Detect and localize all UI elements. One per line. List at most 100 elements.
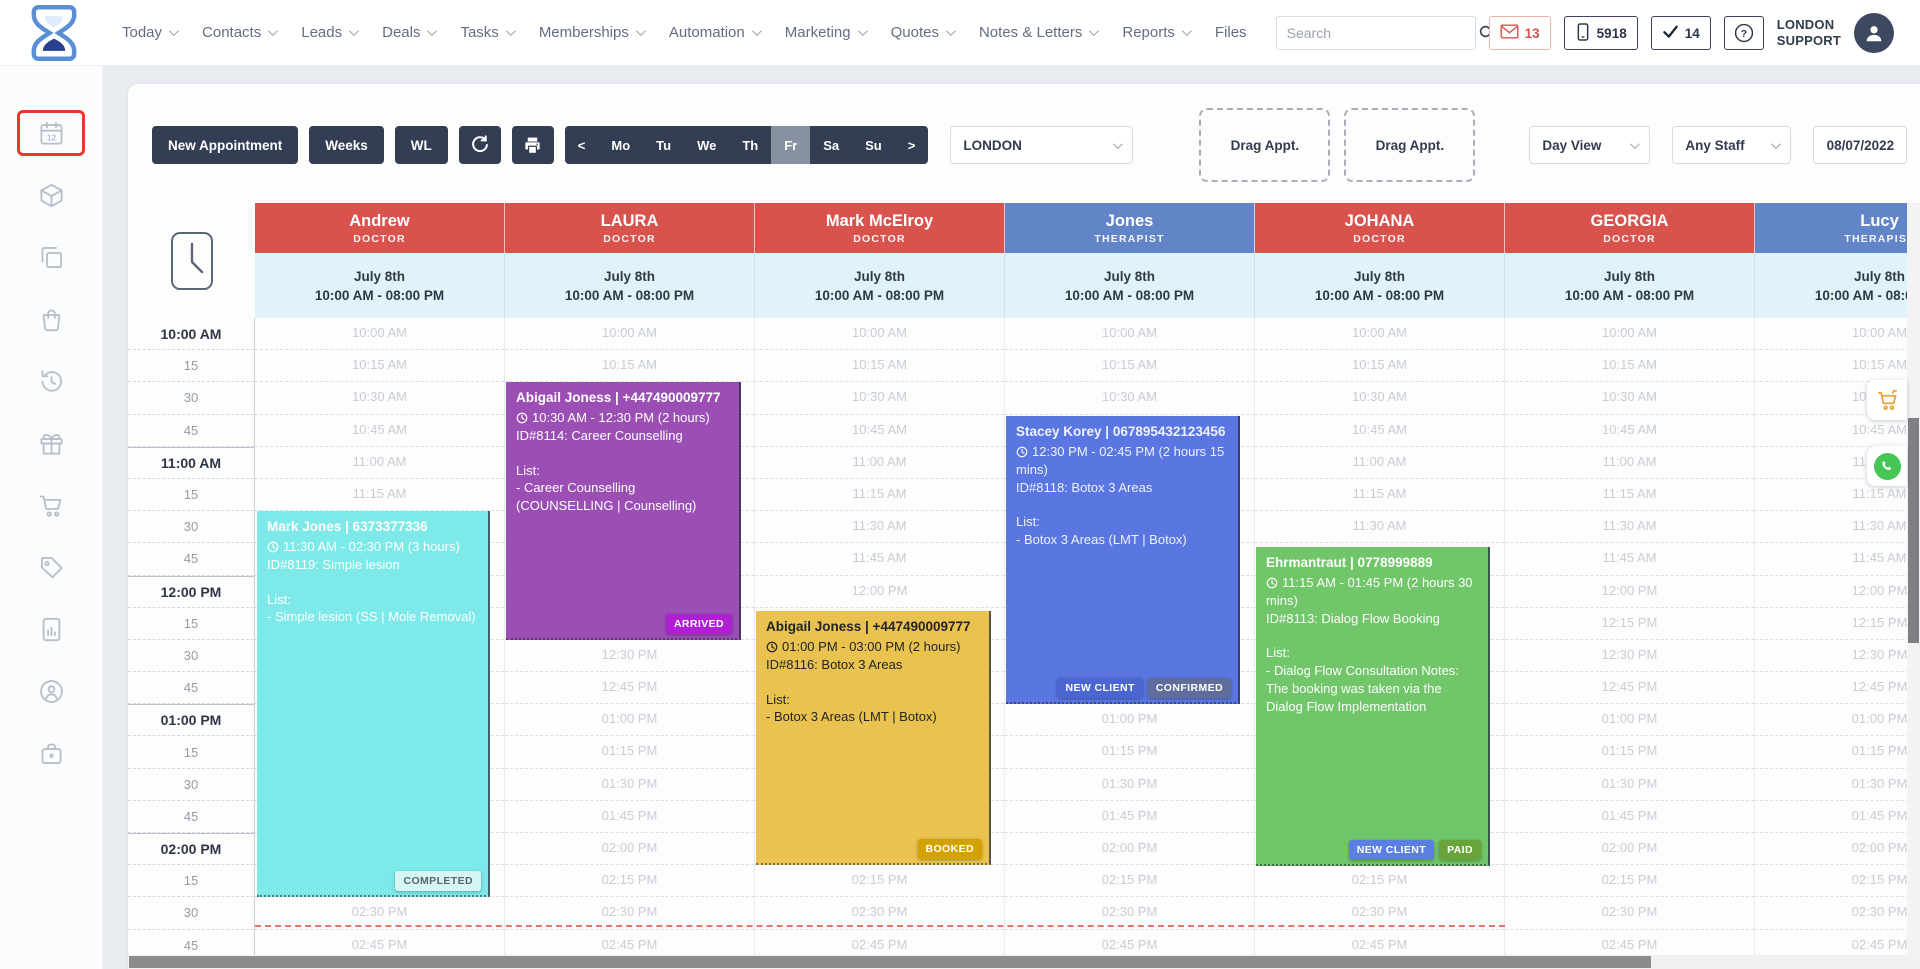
new-appointment-button[interactable]: New Appointment [152, 126, 299, 164]
nav-item-tasks[interactable]: Tasks [460, 24, 516, 41]
day-tab-sa[interactable]: Sa [823, 137, 840, 153]
day-tab-su[interactable]: Su [865, 137, 882, 153]
sidebar-item-briefcase[interactable] [16, 730, 86, 792]
search-input[interactable] [1276, 25, 1478, 41]
time-slot-cell[interactable]: 01:15 PM [1005, 736, 1254, 769]
time-slot-cell[interactable]: 02:15 PM [755, 865, 1004, 898]
time-slot-cell[interactable]: 12:30 PM [1505, 640, 1754, 673]
time-slot-cell[interactable]: 01:45 PM [505, 801, 754, 833]
time-slot-cell[interactable]: 11:45 AM [1755, 543, 1920, 576]
staff-column-header[interactable]: GEORGIA DOCTOR [1505, 203, 1755, 253]
tasks-check-button[interactable]: 14 [1650, 16, 1711, 50]
time-slot-cell[interactable]: 12:30 PM [505, 640, 754, 673]
nav-item-leads[interactable]: Leads [301, 24, 359, 41]
sidebar-item-history[interactable] [16, 358, 86, 420]
sidebar-item-support[interactable] [16, 668, 86, 730]
staff-column-header[interactable]: Andrew DOCTOR [255, 203, 505, 253]
nav-item-quotes[interactable]: Quotes [891, 24, 956, 41]
time-slot-cell[interactable]: 01:30 PM [1005, 769, 1254, 801]
time-slot-cell[interactable]: 02:15 PM [1505, 865, 1754, 898]
view-select[interactable]: Day View [1529, 126, 1651, 164]
day-tab-th[interactable]: Th [742, 137, 759, 153]
time-slot-cell[interactable]: 10:30 AM [1505, 382, 1754, 415]
time-slot-cell[interactable]: 02:30 PM [1755, 897, 1920, 930]
time-slot-cell[interactable]: 11:30 AM [1255, 511, 1504, 544]
time-slot-cell[interactable]: 10:00 AM [755, 318, 1004, 351]
whatsapp-float-button[interactable] [1867, 446, 1907, 486]
time-slot-cell[interactable]: 01:45 PM [1755, 801, 1920, 833]
staff-column-header[interactable]: Mark McElroy DOCTOR [755, 203, 1005, 253]
appointment-block[interactable]: Stacey Korey | 067895432123456 12:30 PM … [1006, 416, 1240, 704]
time-slot-cell[interactable]: 10:30 AM [1255, 382, 1504, 415]
appointment-block[interactable]: Abigail Joness | +447490009777 01:00 PM … [756, 611, 991, 865]
nav-item-deals[interactable]: Deals [382, 24, 438, 41]
phone-button[interactable]: 5918 [1563, 16, 1638, 50]
nav-item-marketing[interactable]: Marketing [785, 24, 868, 41]
time-slot-cell[interactable]: 10:00 AM [1005, 318, 1254, 351]
day-tab-fr[interactable]: Fr [771, 126, 811, 164]
time-slot-cell[interactable]: 10:45 AM [1255, 415, 1504, 447]
nav-item-contacts[interactable]: Contacts [202, 24, 279, 41]
time-slot-cell[interactable]: 12:00 PM [1755, 576, 1920, 608]
sidebar-item-gift[interactable] [16, 420, 86, 482]
time-slot-cell[interactable]: 01:30 PM [1505, 769, 1754, 801]
time-slot-cell[interactable]: 10:45 AM [255, 415, 504, 447]
time-slot-cell[interactable]: 10:30 AM [1005, 382, 1254, 415]
time-slot-cell[interactable]: 02:30 PM [1505, 897, 1754, 930]
sidebar-item-calendar[interactable]: 12 [16, 110, 86, 172]
appointment-block[interactable]: Mark Jones | 6373377336 11:30 AM - 02:30… [257, 511, 490, 897]
drag-appointment-slot-2[interactable]: Drag Appt. [1344, 108, 1476, 182]
time-slot-cell[interactable]: 10:00 AM [255, 318, 504, 351]
time-slot-cell[interactable]: 01:45 PM [1005, 801, 1254, 833]
time-slot-cell[interactable]: 02:00 PM [1505, 833, 1754, 866]
time-slot-cell[interactable]: 11:45 AM [1505, 543, 1754, 576]
time-slot-cell[interactable]: 10:45 AM [755, 415, 1004, 447]
time-slot-cell[interactable]: 10:15 AM [1505, 350, 1754, 383]
time-slot-cell[interactable]: 11:15 AM [1505, 479, 1754, 512]
time-slot-cell[interactable]: 01:00 PM [1755, 704, 1920, 737]
time-slot-cell[interactable]: 10:15 AM [755, 350, 1004, 383]
time-slot-cell[interactable]: 02:00 PM [505, 833, 754, 866]
app-logo-icon[interactable] [28, 4, 80, 61]
vertical-scrollbar-thumb[interactable] [1908, 418, 1919, 643]
time-slot-cell[interactable]: 12:00 PM [755, 576, 1004, 608]
nav-item-reports[interactable]: Reports [1122, 24, 1192, 41]
time-slot-cell[interactable]: 10:15 AM [1755, 350, 1920, 383]
time-slot-cell[interactable]: 10:45 AM [1505, 415, 1754, 447]
time-slot-cell[interactable]: 10:15 AM [1005, 350, 1254, 383]
time-slot-cell[interactable]: 12:45 PM [1505, 672, 1754, 705]
time-slot-cell[interactable]: 11:00 AM [255, 447, 504, 479]
time-slot-cell[interactable]: 11:00 AM [1505, 447, 1754, 479]
waitlist-button[interactable]: WL [394, 126, 448, 164]
time-slot-cell[interactable]: 02:30 PM [755, 897, 1004, 930]
time-slot-cell[interactable]: 02:00 PM [1005, 833, 1254, 866]
nav-item-notes-letters[interactable]: Notes & Letters [979, 24, 1100, 41]
time-slot-cell[interactable]: 10:30 AM [255, 382, 504, 415]
time-slot-cell[interactable]: 11:15 AM [1255, 479, 1504, 512]
time-slot-cell[interactable]: 10:15 AM [505, 350, 754, 383]
day-tab-tu[interactable]: Tu [656, 137, 672, 153]
time-slot-cell[interactable]: 02:00 PM [1755, 833, 1920, 866]
time-slot-cell[interactable]: 12:30 PM [1755, 640, 1920, 673]
time-slot-cell[interactable]: 11:30 AM [1505, 511, 1754, 544]
nav-item-automation[interactable]: Automation [669, 24, 762, 41]
time-slot-cell[interactable]: 12:15 PM [1755, 608, 1920, 640]
cart-float-button[interactable] [1867, 380, 1907, 420]
time-slot-cell[interactable]: 10:30 AM [755, 382, 1004, 415]
time-slot-cell[interactable]: 02:15 PM [1755, 865, 1920, 898]
time-slot-cell[interactable]: 02:30 PM [255, 897, 504, 930]
time-slot-cell[interactable]: 02:30 PM [1255, 897, 1504, 930]
location-select[interactable]: LONDON [950, 126, 1134, 164]
time-slot-cell[interactable]: 02:30 PM [1005, 897, 1254, 930]
horizontal-scrollbar-thumb[interactable] [129, 956, 1651, 968]
staff-column-header[interactable]: Jones THERAPIST [1005, 203, 1255, 253]
time-slot-cell[interactable]: 12:45 PM [1755, 672, 1920, 705]
drag-appointment-slot-1[interactable]: Drag Appt. [1199, 108, 1331, 182]
help-button[interactable]: ? [1723, 16, 1764, 50]
time-slot-cell[interactable]: 11:00 AM [1255, 447, 1504, 479]
time-slot-cell[interactable]: 11:30 AM [755, 511, 1004, 544]
mail-button[interactable]: 13 [1488, 16, 1551, 50]
time-slot-cell[interactable]: 02:15 PM [1005, 865, 1254, 898]
time-slot-cell[interactable]: 01:00 PM [505, 704, 754, 737]
staff-column-header[interactable]: Lucy THERAPIST [1755, 203, 1920, 253]
